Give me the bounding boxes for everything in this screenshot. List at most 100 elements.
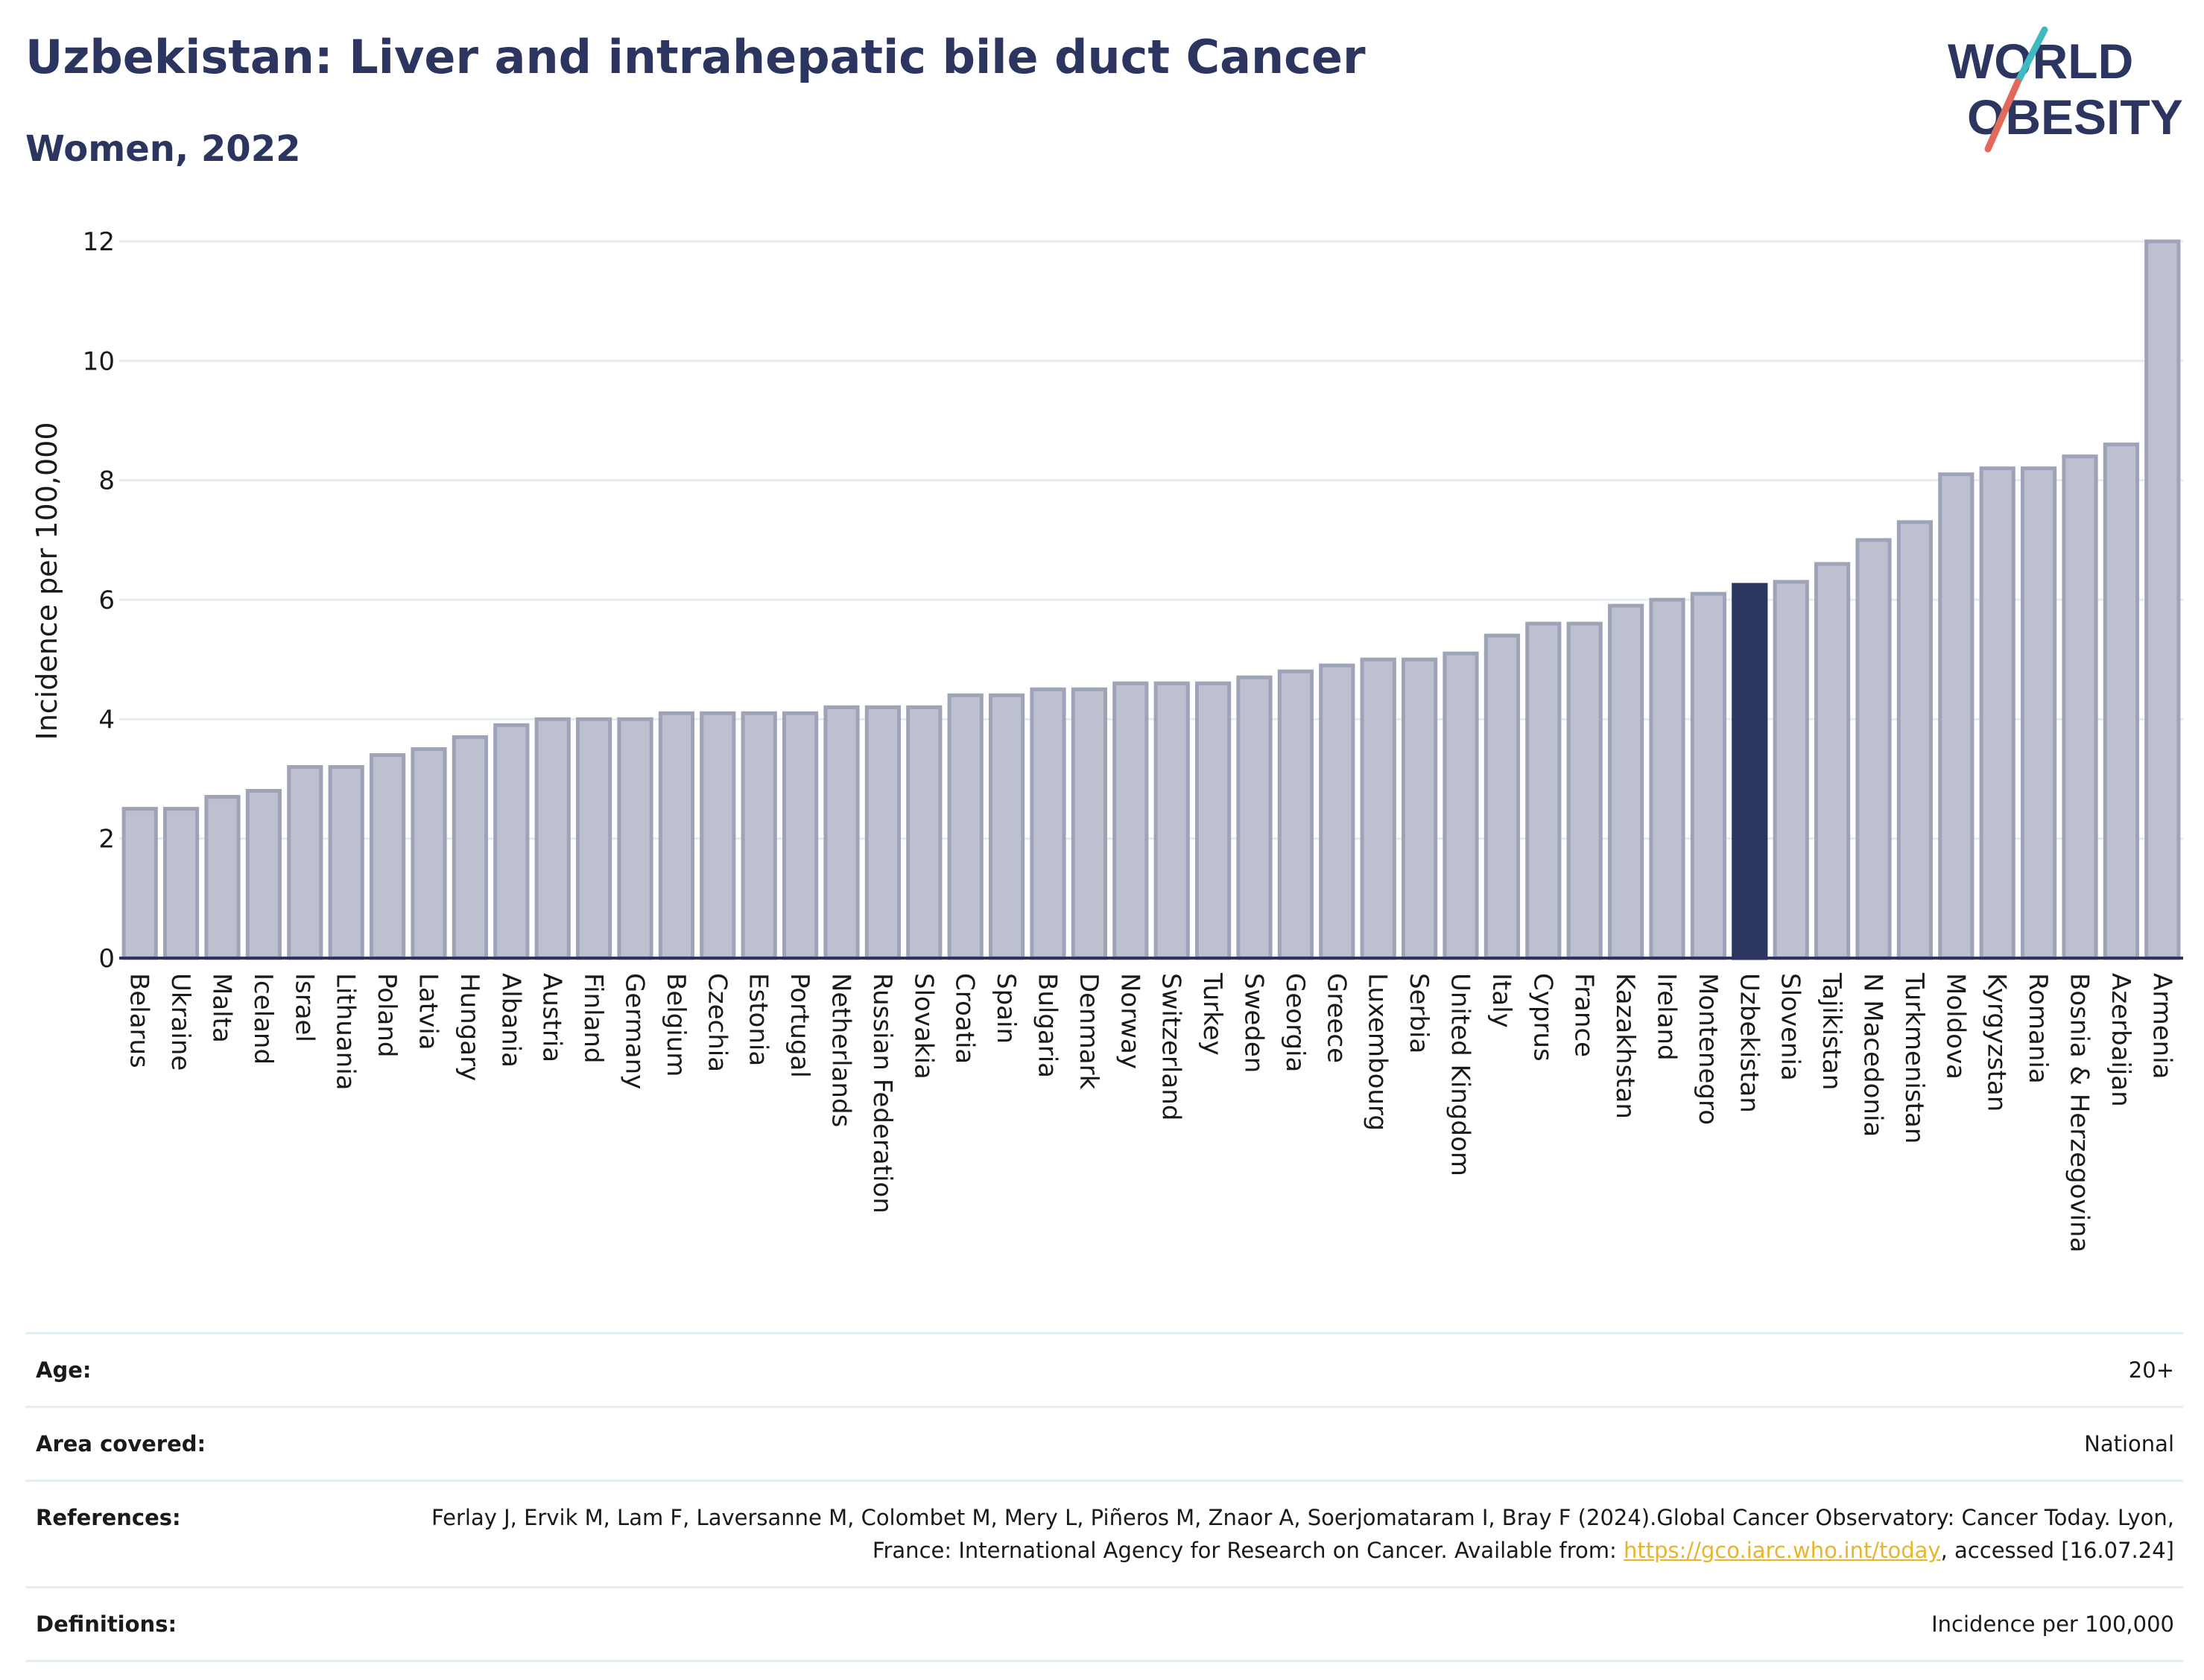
bar xyxy=(328,764,364,960)
bar xyxy=(1649,597,1685,960)
bar xyxy=(204,795,241,960)
bar xyxy=(782,711,819,960)
bar xyxy=(906,705,943,960)
bar xyxy=(121,807,158,960)
bar-chart: 0 2 4 6 8 10 12 Belarus Ukraine Malta Iceland Isra… xyxy=(31,227,2183,1252)
x-tick-label: Moldova xyxy=(1940,973,1970,1080)
bars xyxy=(121,239,2181,960)
bar xyxy=(1773,580,1809,960)
bar xyxy=(1938,472,1975,960)
bar xyxy=(823,705,860,960)
age-label: Age: xyxy=(25,1332,358,1407)
x-tick-label: France xyxy=(1569,973,1599,1057)
x-tick-label: Iceland xyxy=(248,973,278,1065)
x-tick-label: Kyrgyzstan xyxy=(1982,973,2012,1112)
x-tick-label: Norway xyxy=(1115,973,1144,1069)
x-tick-label: Malta xyxy=(207,973,237,1043)
x-tick-label: Switzerland xyxy=(1156,973,1186,1120)
x-tick-label: Ireland xyxy=(1652,973,1682,1061)
bar xyxy=(1814,562,1851,960)
x-tick-label: Tajikistan xyxy=(1817,972,1846,1090)
bar xyxy=(2144,239,2181,960)
bar xyxy=(287,764,323,960)
x-tick-label: Italy xyxy=(1486,973,1516,1028)
bar xyxy=(1236,675,1273,960)
logo-slash-teal xyxy=(2014,26,2048,86)
x-tick-label: Serbia xyxy=(1404,973,1434,1053)
bar xyxy=(864,705,902,960)
bar xyxy=(1277,669,1314,960)
y-tick-label: 0 xyxy=(98,944,115,974)
bar xyxy=(1690,592,1727,960)
bar xyxy=(534,717,571,960)
logo-slash-coral xyxy=(1984,78,2021,153)
x-tick-label: Romania xyxy=(2023,973,2053,1084)
x-tick-label: Bulgaria xyxy=(1033,973,1063,1078)
x-tick-label: Poland xyxy=(372,973,402,1058)
references-link[interactable]: https://gco.iarc.who.int/today xyxy=(1623,1538,1941,1563)
info-row-age: Age: 20+ xyxy=(25,1332,2183,1407)
x-tick-label: Uzbekistan xyxy=(1734,973,1764,1113)
bar xyxy=(1607,603,1644,960)
x-tick-label: Latvia xyxy=(414,973,443,1050)
x-tick-label: Bosnia & Herzegovina xyxy=(2065,973,2094,1252)
x-tick-label: Azerbaijan xyxy=(2106,973,2135,1107)
references-tail: , accessed [16.07.24] xyxy=(1940,1538,2174,1563)
info-table: Age: 20+ Area covered: National Referenc… xyxy=(25,1332,2183,1662)
bar xyxy=(162,807,200,960)
area-label: Area covered: xyxy=(25,1406,358,1481)
x-tick-label: Spain xyxy=(991,973,1021,1044)
bar xyxy=(658,711,695,960)
x-tick-label: Montenegro xyxy=(1693,973,1723,1125)
x-tick-labels: Belarus Ukraine Malta Iceland Israel Lithuani… xyxy=(124,972,2177,1252)
y-tick-label: 10 xyxy=(83,346,115,376)
bar xyxy=(1401,657,1438,960)
page-title: Uzbekistan: Liver and intrahepatic bile … xyxy=(25,30,1366,84)
x-tick-label: Austria xyxy=(537,973,567,1062)
x-tick-label: Ukraine xyxy=(165,973,195,1071)
bar xyxy=(2103,443,2140,960)
x-tick-label: United Kingdom xyxy=(1445,973,1475,1176)
x-tick-label: Sweden xyxy=(1239,973,1269,1073)
x-tick-label: Portugal xyxy=(785,973,814,1078)
bar xyxy=(700,711,736,960)
x-tick-label: Belgium xyxy=(661,973,691,1077)
x-tick-label: Denmark xyxy=(1074,973,1103,1090)
area-value: National xyxy=(358,1406,2183,1481)
x-tick-label: Armenia xyxy=(2147,973,2176,1080)
bar xyxy=(1030,687,1066,960)
x-tick-label: Hungary xyxy=(455,973,484,1081)
bar xyxy=(1360,657,1396,960)
bar xyxy=(1071,687,1108,960)
y-tick-label: 4 xyxy=(98,705,115,735)
x-tick-label: Croatia xyxy=(950,973,980,1064)
x-tick-label: Lithuania xyxy=(331,973,361,1090)
x-tick-label: Germany xyxy=(620,973,650,1089)
x-tick-label: Turkey xyxy=(1197,972,1227,1056)
bar xyxy=(411,747,447,960)
bar xyxy=(1319,663,1355,960)
bar xyxy=(1153,681,1190,960)
bar xyxy=(947,693,984,960)
info-row-definitions: Definitions: Incidence per 100,000 xyxy=(25,1586,2183,1662)
definitions-label: Definitions: xyxy=(25,1586,358,1662)
bar xyxy=(1525,621,1562,960)
x-tick-label: Belarus xyxy=(124,973,154,1068)
bar xyxy=(617,717,653,960)
page-subtitle: Women, 2022 xyxy=(25,128,301,170)
x-tick-label: Estonia xyxy=(744,973,773,1066)
x-tick-label: Turkmenistan xyxy=(1899,972,1929,1144)
bar xyxy=(1194,681,1232,960)
references-label: References: xyxy=(25,1480,358,1588)
x-tick-label: Czechia xyxy=(702,973,732,1072)
bar xyxy=(1566,621,1603,960)
bar xyxy=(1896,520,1934,960)
info-row-references: References: Ferlay J, Ervik M, Lam F, La… xyxy=(25,1480,2183,1588)
y-axis-label: Incidence per 100,000 xyxy=(31,422,63,740)
info-row-area: Area covered: National xyxy=(25,1406,2183,1481)
x-tick-label: Russian Federation xyxy=(867,973,897,1214)
x-tick-label: Netherlands xyxy=(826,973,856,1127)
x-tick-label: Georgia xyxy=(1280,973,1310,1072)
x-tick-label: Luxembourg xyxy=(1363,973,1393,1131)
bar xyxy=(369,752,406,960)
